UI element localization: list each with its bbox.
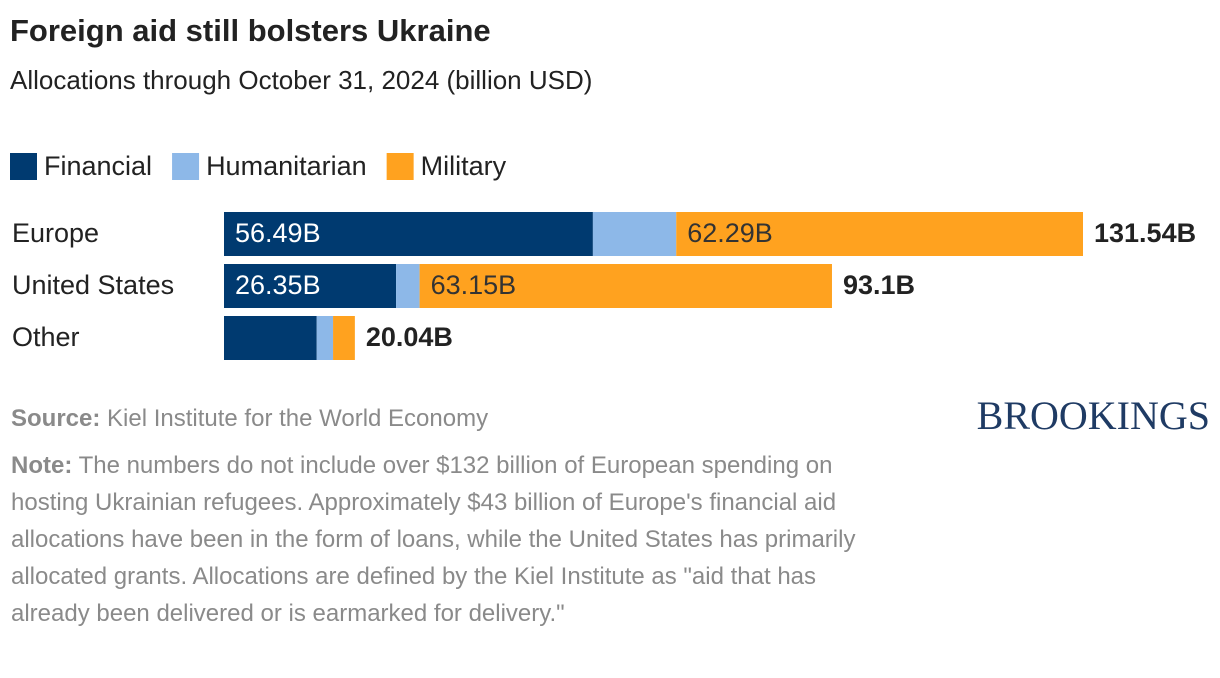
value-label: 62.29B — [687, 218, 773, 248]
chart-title: Foreign aid still bolsters Ukraine — [10, 13, 491, 48]
brand-logo: BROOKINGS — [976, 393, 1210, 438]
legend-label: Military — [421, 151, 507, 181]
note-text: The numbers do not include over $132 bil… — [11, 452, 856, 627]
legend-swatch — [172, 153, 200, 180]
category-label: Europe — [12, 218, 99, 248]
note: Note: The numbers do not include over $1… — [11, 447, 896, 632]
note-label: Note: — [11, 452, 73, 479]
total-label: 131.54B — [1094, 218, 1196, 248]
bar-segment — [224, 264, 397, 308]
bar-segment — [396, 264, 420, 308]
value-label: 56.49B — [235, 218, 321, 248]
category-label: United States — [12, 270, 174, 300]
legend-swatch — [386, 153, 414, 180]
total-label: 20.04B — [366, 322, 453, 352]
bar-segment — [224, 316, 317, 360]
bar-segment — [316, 316, 334, 360]
legend-label: Humanitarian — [206, 151, 367, 181]
value-label: 63.15B — [431, 270, 517, 300]
source: Source: Kiel Institute for the World Eco… — [11, 400, 488, 437]
bar-segment — [676, 212, 1083, 256]
bar-segment — [592, 212, 677, 256]
source-text: Kiel Institute for the World Economy — [107, 405, 489, 432]
bar-segment — [419, 264, 832, 308]
legend-swatch — [10, 153, 37, 180]
source-label: Source: — [11, 405, 101, 432]
bar-segment — [224, 212, 593, 256]
total-label: 93.1B — [843, 270, 915, 300]
category-label: Other — [12, 322, 80, 352]
chart: Foreign aid still bolsters Ukraine Alloc… — [10, 13, 1196, 360]
value-label: 26.35B — [235, 270, 321, 300]
chart-subtitle: Allocations through October 31, 2024 (bi… — [10, 65, 592, 95]
bar-segment — [333, 316, 355, 360]
legend-label: Financial — [44, 151, 152, 181]
